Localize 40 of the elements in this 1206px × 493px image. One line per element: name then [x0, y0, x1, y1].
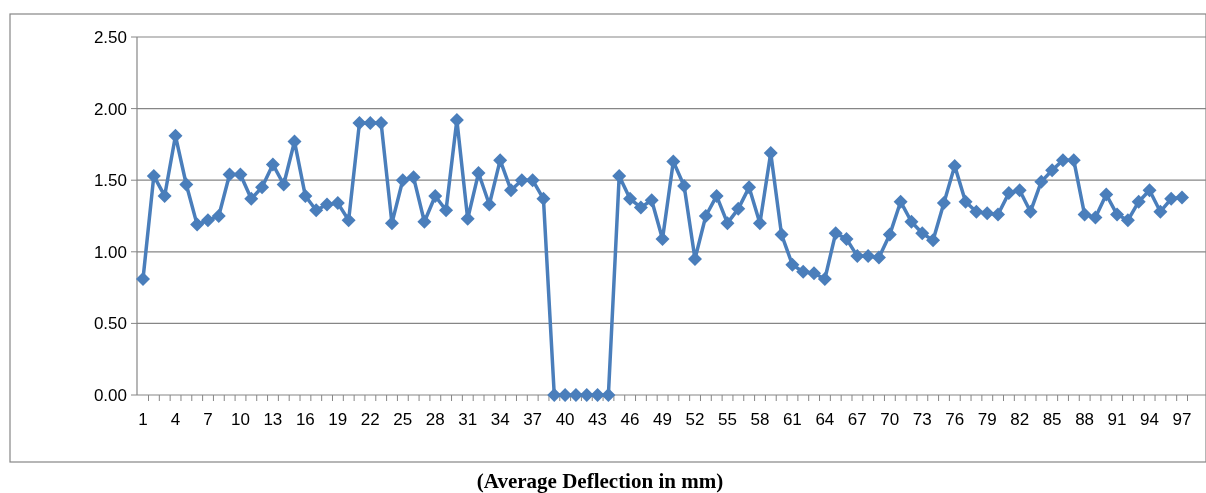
x-tick-label: 4: [170, 410, 181, 429]
y-tick-label: 1.00: [93, 242, 127, 262]
x-tick-label: 28: [425, 410, 445, 429]
y-tick-label: 2.50: [93, 27, 127, 47]
x-tick-label: 13: [263, 410, 283, 429]
x-tick-label: 91: [1107, 410, 1127, 429]
x-tick-label: 85: [1042, 410, 1062, 429]
x-axis-title: (Average Deflection in mm): [476, 469, 724, 493]
x-tick-label: 16: [295, 410, 315, 429]
y-tick-label: 2.00: [93, 99, 127, 119]
x-tick-label: 73: [912, 410, 932, 429]
x-tick-label: 88: [1075, 410, 1095, 429]
x-tick-label: 61: [782, 410, 802, 429]
x-tick-label: 10: [230, 410, 250, 429]
x-tick-label: 19: [328, 410, 348, 429]
x-tick-label: 52: [685, 410, 705, 429]
x-tick-label: 58: [750, 410, 770, 429]
y-tick-label: 0.00: [93, 385, 127, 405]
x-tick-label: 43: [588, 410, 608, 429]
x-tick-label: 7: [203, 410, 213, 429]
y-tick-label: 0.50: [93, 314, 127, 334]
x-tick-label: 40: [555, 410, 575, 429]
x-tick-label: 1: [138, 410, 148, 429]
x-tick-label: 22: [360, 410, 380, 429]
x-tick-label: 79: [977, 410, 997, 429]
x-tick-label: 46: [620, 410, 640, 429]
y-tick-label: 1.50: [93, 171, 127, 191]
x-tick-label: 94: [1140, 410, 1159, 429]
x-tick-label: 70: [880, 410, 900, 429]
x-tick-label: 49: [653, 410, 672, 429]
x-tick-label: 97: [1172, 410, 1192, 429]
x-tick-label: 76: [945, 410, 965, 429]
x-tick-label: 55: [717, 410, 737, 429]
x-tick-label: 67: [847, 410, 867, 429]
x-tick-label: 34: [490, 410, 510, 429]
x-tick-label: 64: [815, 410, 835, 429]
x-tick-label: 31: [458, 410, 478, 429]
x-tick-label: 37: [523, 410, 543, 429]
x-tick-label: 25: [393, 410, 413, 429]
x-tick-label: 82: [1010, 410, 1030, 429]
